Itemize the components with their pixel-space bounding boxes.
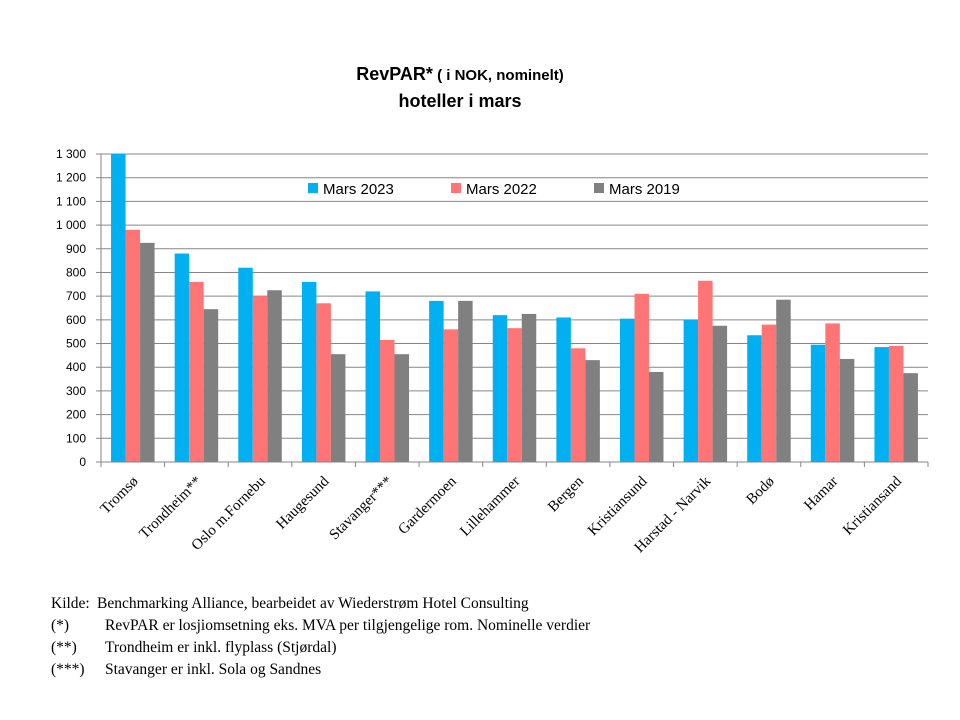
category-label: Kristiansand: [840, 473, 905, 538]
chart-title-bold: RevPAR*: [356, 64, 433, 84]
bar-1-6: [429, 300, 444, 462]
footnote-text: Trondheim er inkl. flyplass (Stjørdal): [105, 639, 337, 656]
bar-1-12: [810, 344, 826, 462]
footnote-row: (***) Stavanger er inkl. Sola og Sandnes: [51, 659, 590, 681]
bar-1-3: [238, 267, 253, 462]
bar-2-4: [316, 303, 331, 462]
category-label: Tromsø: [98, 474, 142, 518]
chart-title-rest: ( i NOK, nominelt): [433, 67, 564, 84]
footnote-row: Kilde: Benchmarking Alliance, bearbeidet …: [51, 593, 590, 615]
category-label: Gardermoen: [395, 473, 460, 538]
bar-1-1: [111, 154, 126, 462]
bar-2-9: [634, 293, 649, 462]
y-tick-label: 800: [66, 265, 86, 279]
category-label: Bergen: [545, 473, 587, 515]
category-label: Trondheim**: [137, 474, 206, 543]
bar-1-2: [174, 253, 190, 462]
y-tick-label: 300: [66, 384, 86, 398]
bar-3-8: [585, 360, 600, 462]
category-label: Haugesund: [273, 473, 332, 532]
footnote-key: (**): [51, 639, 77, 656]
legend-label: Mars 2023: [323, 181, 394, 198]
footnote-key: (***): [51, 661, 85, 678]
bar-2-7: [507, 328, 522, 462]
bar-2-12: [825, 323, 840, 462]
bar-1-10: [683, 319, 699, 462]
bar-2-6: [443, 329, 459, 462]
y-axis: 0 100 200 300 400 500 600 700 800 900 1 000 1 100 1 …: [56, 147, 102, 469]
bar-3-13: [903, 373, 918, 462]
bar-1-13: [874, 347, 889, 462]
bar-2-13: [888, 345, 904, 462]
bar-3-6: [458, 300, 473, 462]
bar-2-10: [698, 280, 713, 462]
bar-3-12: [839, 358, 855, 462]
bar-1-5: [365, 291, 381, 462]
bar-1-9: [619, 318, 635, 462]
y-tick-label: 900: [66, 242, 86, 256]
legend-swatch: [594, 183, 604, 193]
bar-3-5: [394, 354, 410, 462]
bar-3-10: [712, 325, 728, 462]
revpar-chart: RevPAR* ( i NOK, nominelt) hoteller i ma…: [56, 64, 929, 556]
footnote-row: (*) RevPAR er losjiomsetning eks. MVA per…: [51, 615, 590, 637]
footnote-text: RevPAR er losjiomsetning eks. MVA per ti…: [105, 617, 591, 634]
bar-2-11: [761, 324, 777, 462]
y-tick-label: 700: [66, 289, 86, 303]
y-tick-label: 1 300: [56, 147, 86, 161]
bar-3-11: [776, 299, 791, 462]
legend: Mars 2023 Mars 2022 Mars 2019: [308, 181, 680, 198]
y-tick-label: 0: [79, 455, 86, 469]
bar-2-2: [189, 281, 204, 462]
bar-3-1: [140, 242, 155, 462]
chart-title: RevPAR* ( i NOK, nominelt): [356, 64, 564, 84]
bar-2-3: [252, 296, 268, 462]
footnote-key: Kilde:: [51, 595, 90, 612]
bar-1-4: [301, 281, 317, 462]
bar-2-1: [125, 229, 141, 462]
footnote-row: (**) Trondheim er inkl. flyplass (Stjørda…: [51, 637, 590, 659]
bar-2-8: [570, 348, 586, 462]
chart-subtitle: hoteller i mars: [398, 91, 521, 111]
bar-3-3: [267, 290, 282, 462]
bar-1-8: [556, 317, 571, 462]
bar-3-7: [521, 313, 537, 462]
y-tick-label: 400: [66, 360, 86, 374]
bar-1-7: [492, 315, 508, 462]
y-tick-label: 100: [66, 431, 86, 445]
footnote-text: Benchmarking Alliance, bearbeidet av Wie…: [97, 595, 529, 612]
category-label: Hamar: [801, 474, 841, 514]
bar-2-5: [380, 339, 395, 462]
bar-3-9: [648, 371, 664, 462]
footnote-key: (*): [51, 617, 70, 634]
y-tick-label: 200: [66, 408, 86, 422]
y-tick-label: 1 100: [56, 194, 86, 208]
y-tick-label: 500: [66, 337, 86, 351]
bar-1-11: [747, 335, 762, 462]
category-label: Lillehammer: [457, 474, 523, 540]
category-label: Kristiansund: [585, 473, 651, 539]
y-tick-label: 600: [66, 313, 86, 327]
bars: [111, 154, 918, 462]
legend-swatch: [451, 183, 461, 193]
y-tick-label: 1 200: [56, 171, 86, 185]
y-tick-label: 1 000: [56, 218, 86, 232]
bar-3-2: [203, 309, 219, 462]
footnotes: Kilde: Benchmarking Alliance, bearbeidet …: [51, 593, 590, 681]
legend-swatch: [308, 183, 318, 193]
footnote-text: Stavanger er inkl. Sola og Sandnes: [105, 661, 322, 678]
category-label: Stavanger***: [326, 474, 396, 544]
category-label: Bodø: [743, 474, 777, 508]
bar-3-4: [330, 354, 346, 462]
legend-label: Mars 2022: [466, 181, 537, 198]
legend-label: Mars 2019: [609, 181, 680, 198]
